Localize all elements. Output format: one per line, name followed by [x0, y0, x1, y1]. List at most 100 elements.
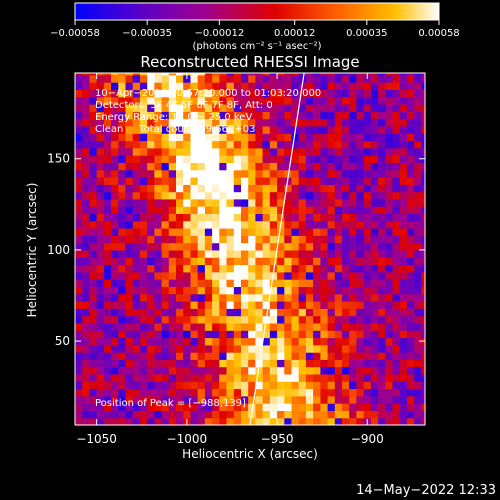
heatmap-cell: [305, 344, 314, 353]
heatmap-cell: [392, 249, 401, 258]
heatmap-cell: [176, 111, 184, 120]
heatmap-cell: [176, 74, 184, 83]
heatmap-cell: [385, 286, 394, 295]
heatmap-cell: [82, 279, 90, 287]
heatmap-cell: [414, 315, 422, 324]
heatmap-cell: [277, 89, 285, 98]
heatmap-cell: [103, 147, 112, 156]
heatmap-cell: [161, 73, 170, 76]
heatmap-cell: [356, 359, 365, 368]
heatmap-cell: [176, 118, 184, 127]
heatmap-cell: [168, 257, 177, 266]
heatmap-cell: [183, 213, 191, 222]
heatmap-cell: [399, 293, 408, 302]
heatmap-cell: [284, 82, 293, 90]
heatmap-cell: [154, 177, 163, 185]
heatmap-cell: [320, 155, 329, 163]
heatmap-cell: [378, 198, 386, 207]
heatmap-cell: [233, 206, 242, 214]
heatmap-cell: [262, 118, 271, 127]
heatmap-cell: [118, 191, 127, 200]
heatmap-cell: [378, 73, 386, 76]
heatmap-cell: [334, 220, 343, 229]
heatmap-cell: [82, 235, 90, 244]
heatmap-cell: [219, 330, 228, 339]
heatmap-cell: [132, 74, 141, 83]
heatmap-cell: [269, 242, 278, 251]
heatmap-cell: [399, 206, 408, 214]
heatmap-cell: [327, 191, 336, 200]
heatmap-cell: [219, 373, 228, 382]
heatmap-cell: [125, 410, 134, 419]
heatmap-cell: [399, 140, 408, 149]
heatmap-cell: [421, 111, 425, 120]
heatmap-cell: [82, 417, 90, 425]
heatmap-cell: [168, 89, 177, 98]
heatmap-cell: [305, 133, 314, 142]
heatmap-cell: [75, 177, 83, 185]
heatmap-cell: [197, 242, 206, 251]
heatmap-cell: [190, 395, 199, 404]
heatmap-cell: [327, 249, 336, 258]
heatmap-cell: [284, 162, 293, 171]
heatmap-cell: [212, 403, 220, 411]
heatmap-cell: [82, 89, 90, 98]
heatmap-cell: [233, 82, 242, 90]
heatmap-cell: [298, 279, 307, 287]
heatmap-cell: [118, 133, 127, 142]
heatmap-cell: [118, 155, 127, 163]
heatmap-cell: [399, 74, 408, 83]
heatmap-cell: [392, 257, 401, 266]
heatmap-cell: [89, 410, 98, 419]
heatmap-cell: [370, 96, 379, 105]
heatmap-cell: [190, 220, 199, 229]
heatmap-cell: [125, 249, 134, 258]
heatmap-cell: [168, 104, 177, 112]
heatmap-cell: [233, 235, 242, 244]
heatmap-cell: [363, 388, 372, 397]
heatmap-cell: [75, 73, 83, 76]
heatmap-cell: [154, 184, 163, 193]
heatmap-cell: [399, 184, 408, 193]
heatmap-cell: [421, 388, 425, 397]
heatmap-cell: [407, 366, 415, 375]
heatmap-cell: [327, 96, 336, 105]
heatmap-cell: [204, 257, 213, 266]
heatmap-cell: [262, 140, 271, 149]
heatmap-cell: [277, 279, 285, 287]
heatmap-cell: [212, 242, 220, 251]
heatmap-cell: [334, 133, 343, 142]
heatmap-cell: [298, 213, 307, 222]
heatmap-cell: [385, 133, 394, 142]
heatmap-cell: [378, 381, 386, 390]
heatmap-cell: [132, 388, 141, 397]
heatmap-cell: [154, 403, 163, 411]
heatmap-cell: [320, 242, 329, 251]
heatmap-cell: [298, 162, 307, 171]
heatmap-cell: [392, 198, 401, 207]
heatmap-cell: [269, 330, 278, 339]
heatmap-cell: [204, 206, 213, 214]
heatmap-cell: [183, 403, 191, 411]
heatmap-cell: [414, 257, 422, 266]
heatmap-cell: [241, 286, 249, 295]
heatmap-cell: [313, 279, 321, 287]
heatmap-cell: [197, 140, 206, 149]
heatmap-cell: [125, 417, 134, 425]
heatmap-cell: [370, 286, 379, 295]
heatmap-cell: [313, 330, 321, 339]
heatmap-cell: [349, 206, 357, 214]
heatmap-cell: [132, 373, 141, 382]
heatmap-cell: [161, 140, 170, 149]
heatmap-cell: [241, 279, 249, 287]
colorbar-tick-label: −0.00058: [50, 28, 100, 39]
heatmap-cell: [125, 191, 134, 200]
heatmap-cell: [407, 125, 415, 134]
heatmap-cell: [305, 89, 314, 98]
heatmap-cell: [154, 73, 163, 76]
heatmap-cell: [226, 315, 235, 324]
heatmap-cell: [385, 89, 394, 98]
heatmap-cell: [320, 133, 329, 142]
heatmap-cell: [241, 111, 249, 120]
heatmap-cell: [255, 155, 264, 163]
